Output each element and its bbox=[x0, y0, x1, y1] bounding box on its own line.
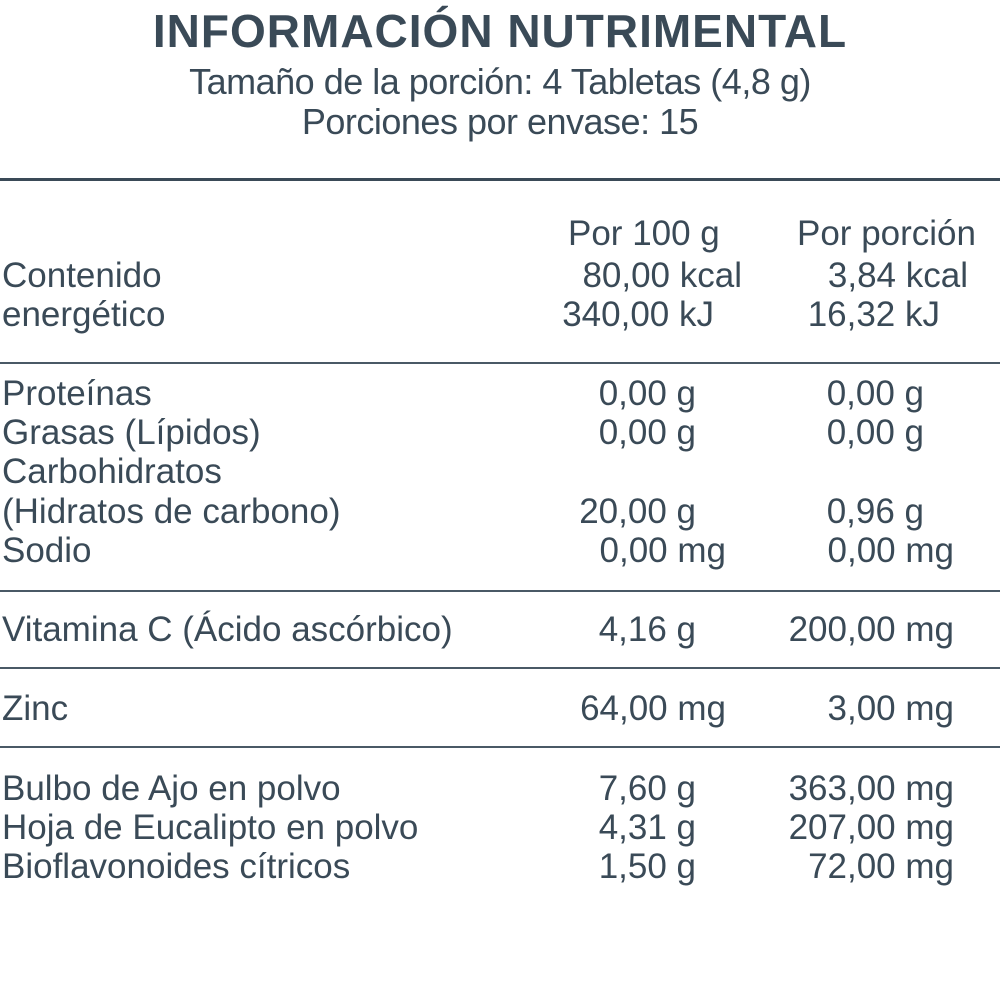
column-header-per-serving: Por porción bbox=[797, 214, 976, 253]
nutrient-proteins-per-100g: 0,00 g bbox=[598, 374, 696, 413]
ingredient-garlic-per-serving: 363,00 mg bbox=[788, 769, 954, 808]
nutrient-vitamin-c-per-serving: 200,00 mg bbox=[788, 610, 954, 649]
panel-title: INFORMACIÓN NUTRIMENTAL bbox=[152, 5, 848, 57]
nutrient-fats-per-100g: 0,00 g bbox=[598, 413, 696, 452]
nutrient-fats-per-serving: 0,00 g bbox=[826, 413, 924, 452]
nutrient-sodium-per-100g: 0,00 mg bbox=[599, 531, 726, 570]
nutrient-label-proteins: Proteínas bbox=[2, 374, 152, 413]
section-divider bbox=[0, 746, 1000, 748]
nutrient-zinc-per-100g: 64,00 mg bbox=[580, 689, 726, 728]
nutrient-proteins-per-serving: 0,00 g bbox=[826, 374, 924, 413]
nutrient-zinc-per-serving: 3,00 mg bbox=[827, 689, 954, 728]
nutrient-label-zinc: Zinc bbox=[2, 689, 69, 728]
nutrient-label-sodium: Sodio bbox=[2, 531, 92, 570]
energy-kcal-per-serving: 3,84 kcal bbox=[827, 256, 968, 295]
ingredient-bioflavonoids-per-serving: 72,00 mg bbox=[808, 847, 954, 886]
column-header-per-100g: Por 100 g bbox=[568, 214, 720, 253]
nutrient-label-fats: Grasas (Lípidos) bbox=[2, 413, 261, 452]
energy-kj-per-100g: 340,00 kJ bbox=[562, 295, 714, 334]
nutrient-carbs-per-serving: 0,96 g bbox=[826, 492, 924, 531]
ingredient-eucalyptus-per-100g: 4,31 g bbox=[598, 808, 696, 847]
ingredient-garlic-per-100g: 7,60 g bbox=[598, 769, 696, 808]
section-divider bbox=[0, 667, 1000, 669]
energy-label-line1: Contenido bbox=[2, 256, 162, 295]
nutrient-sodium-per-serving: 0,00 mg bbox=[827, 531, 954, 570]
serving-size: Tamaño de la porción: 4 Tabletas (4,8 g) bbox=[189, 61, 811, 102]
nutrient-label-carbs-line2: (Hidratos de carbono) bbox=[2, 492, 341, 531]
nutrient-label-vitamin-c: Vitamina C (Ácido ascórbico) bbox=[2, 610, 453, 649]
ingredient-bioflavonoids-per-100g: 1,50 g bbox=[598, 847, 696, 886]
servings-per-container: Porciones por envase: 15 bbox=[301, 101, 699, 142]
energy-kj-per-serving: 16,32 kJ bbox=[807, 295, 940, 334]
ingredient-label-bioflavonoids: Bioflavonoides cítricos bbox=[2, 847, 351, 886]
nutrient-carbs-per-100g: 20,00 g bbox=[579, 492, 696, 531]
energy-kcal-per-100g: 80,00 kcal bbox=[582, 256, 742, 295]
section-divider bbox=[0, 362, 1000, 364]
ingredient-label-eucalyptus: Hoja de Eucalipto en polvo bbox=[2, 808, 419, 847]
section-divider bbox=[0, 590, 1000, 592]
energy-label-line2: energético bbox=[2, 295, 166, 334]
nutrient-label-carbs: Carbohidratos bbox=[2, 452, 222, 491]
ingredient-eucalyptus-per-serving: 207,00 mg bbox=[788, 808, 954, 847]
ingredient-label-garlic: Bulbo de Ajo en polvo bbox=[2, 769, 341, 808]
header-divider bbox=[0, 178, 1000, 181]
nutrient-vitamin-c-per-100g: 4,16 g bbox=[598, 610, 696, 649]
